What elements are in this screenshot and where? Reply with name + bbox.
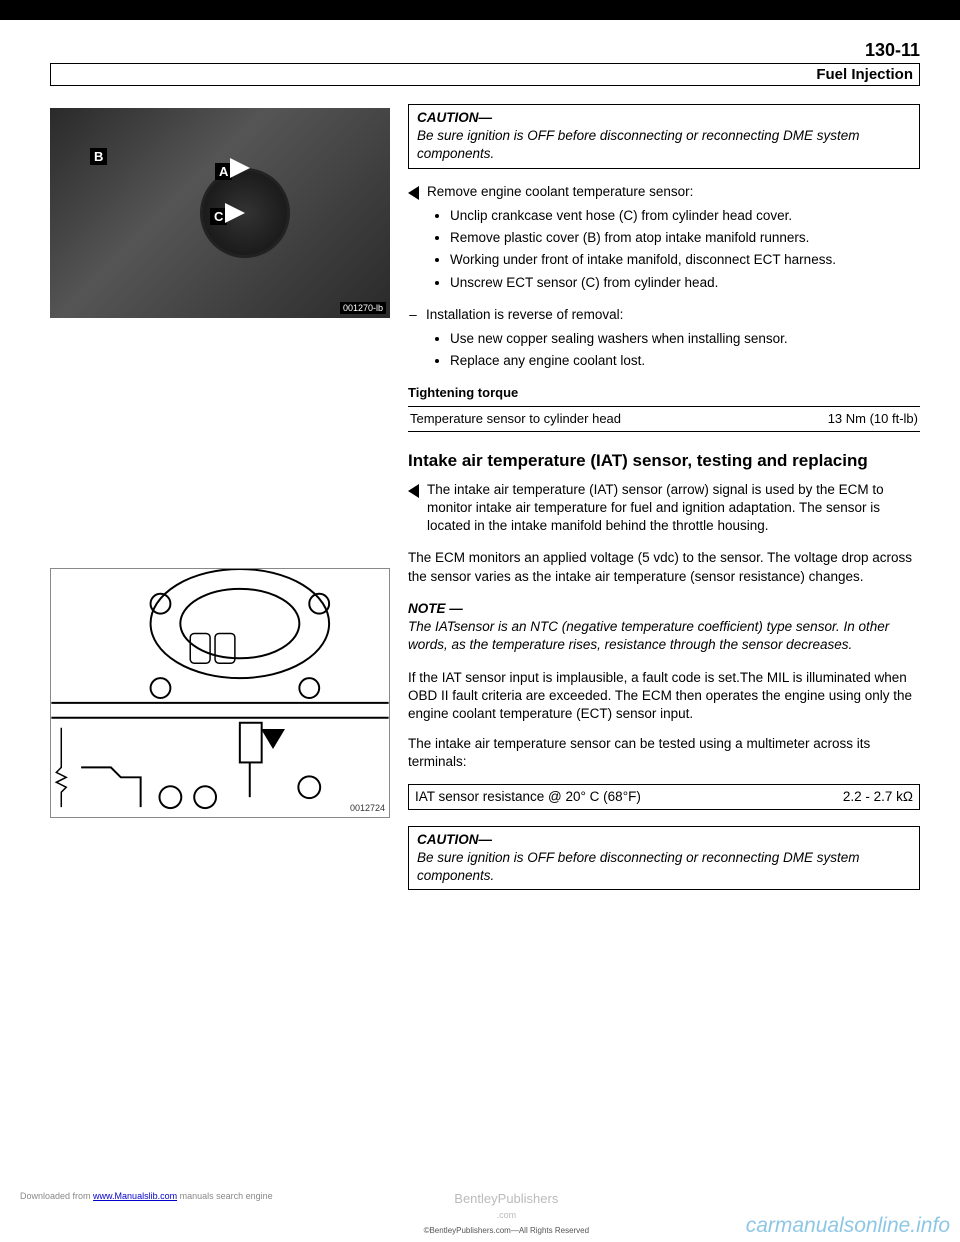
footer-text: Downloaded from bbox=[20, 1191, 93, 1201]
footer-center: BentleyPublishers .com ©BentleyPublisher… bbox=[273, 1191, 740, 1236]
note-body: The IATsensor is an NTC (negative temper… bbox=[408, 618, 920, 654]
bullet: Unscrew ECT sensor (C) from cylinder hea… bbox=[450, 274, 920, 292]
bullet: Unclip crankcase vent hose (C) from cyli… bbox=[450, 207, 920, 225]
figure-label-b: B bbox=[90, 148, 107, 165]
dash-icon: – bbox=[408, 306, 418, 324]
caution-box-1: CAUTION— Be sure ignition is OFF before … bbox=[408, 104, 920, 169]
iat-resistance-value: 2.2 - 2.7 kΩ bbox=[843, 788, 913, 806]
bullet: Remove plastic cover (B) from atop intak… bbox=[450, 229, 920, 247]
procedure-lead: Installation is reverse of removal: bbox=[426, 306, 623, 324]
torque-title: Tightening torque bbox=[408, 384, 920, 402]
iat-resistance-label: IAT sensor resistance @ 20° C (68°F) bbox=[415, 788, 641, 806]
torque-value: 13 Nm (10 ft-lb) bbox=[764, 406, 920, 431]
figure-ect-sensor: B A C 001270-lb bbox=[50, 108, 390, 318]
iat-para-2: The ECM monitors an applied voltage (5 v… bbox=[408, 549, 920, 585]
figure-iat-sensor: 0012724 bbox=[50, 568, 390, 818]
table-row: Temperature sensor to cylinder head 13 N… bbox=[408, 406, 920, 431]
figure-arrow-icon bbox=[261, 729, 285, 749]
procedure-remove: Remove engine coolant temperature sensor… bbox=[408, 183, 920, 292]
caution-box-2: CAUTION— Be sure ignition is OFF before … bbox=[408, 826, 920, 891]
iat-para-1: The intake air temperature (IAT) sensor … bbox=[427, 481, 920, 536]
copyright: ©BentleyPublishers.com—All Rights Reserv… bbox=[424, 1226, 590, 1235]
top-black-bar bbox=[0, 0, 960, 20]
publisher-name: BentleyPublishers bbox=[454, 1191, 558, 1206]
right-column: CAUTION— Be sure ignition is OFF before … bbox=[408, 104, 920, 904]
manualslib-link[interactable]: www.Manualslib.com bbox=[93, 1191, 177, 1201]
figure-id-1: 001270-lb bbox=[340, 302, 386, 314]
watermark: carmanualsonline.info bbox=[746, 1214, 950, 1238]
section-heading: Intake air temperature (IAT) sensor, tes… bbox=[408, 450, 920, 471]
publisher-domain: .com bbox=[497, 1210, 517, 1220]
caution-body: Be sure ignition is OFF before disconnec… bbox=[417, 127, 911, 163]
procedure-lead: Remove engine coolant temperature sensor… bbox=[427, 183, 693, 201]
bullet: Use new copper sealing washers when inst… bbox=[450, 330, 920, 348]
figure-id-2: 0012724 bbox=[350, 803, 385, 813]
torque-label: Temperature sensor to cylinder head bbox=[408, 406, 764, 431]
iat-para-4: The intake air temperature sensor can be… bbox=[408, 735, 920, 771]
torque-table: Temperature sensor to cylinder head 13 N… bbox=[408, 406, 920, 432]
footer-left: Downloaded from www.Manualslib.com manua… bbox=[20, 1191, 273, 1236]
caution-title: CAUTION— bbox=[417, 110, 492, 125]
iat-para-3: If the IAT sensor input is implausible, … bbox=[408, 669, 920, 724]
page-number: 130-11 bbox=[50, 40, 920, 61]
triangle-icon bbox=[408, 186, 419, 200]
bullet: Working under front of intake manifold, … bbox=[450, 251, 920, 269]
iat-intro: The intake air temperature (IAT) sensor … bbox=[408, 481, 920, 536]
caution-title: CAUTION— bbox=[417, 832, 492, 847]
procedure-install: – Installation is reverse of removal: Us… bbox=[408, 306, 920, 371]
page-title: Fuel Injection bbox=[50, 63, 920, 86]
triangle-icon bbox=[408, 484, 419, 498]
bullet: Replace any engine coolant lost. bbox=[450, 352, 920, 370]
page-content: 130-11 Fuel Injection B A C 001270-lb bbox=[0, 20, 960, 924]
footer-text: manuals search engine bbox=[177, 1191, 273, 1201]
left-column: B A C 001270-lb bbox=[50, 104, 390, 904]
caution-body: Be sure ignition is OFF before disconnec… bbox=[417, 849, 911, 885]
iat-resistance-table: IAT sensor resistance @ 20° C (68°F) 2.2… bbox=[408, 784, 920, 810]
note-title: NOTE — bbox=[408, 600, 920, 618]
